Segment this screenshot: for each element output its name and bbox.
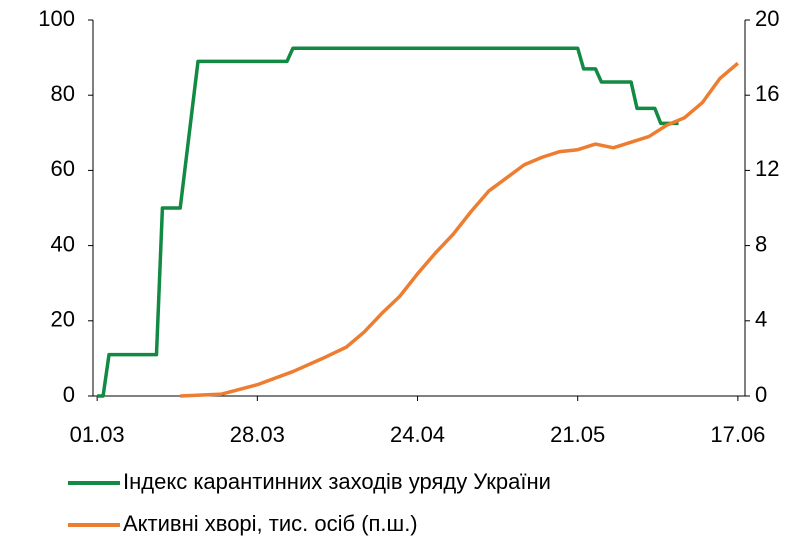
y2-tick-label: 0 bbox=[755, 382, 767, 407]
y2-tick-label: 8 bbox=[755, 231, 767, 256]
x-tick-label: 28.03 bbox=[230, 422, 285, 447]
y2-tick-label: 20 bbox=[755, 6, 779, 31]
y-tick-label: 60 bbox=[51, 156, 75, 181]
legend-label: Активні хворі, тис. осіб (п.ш.) bbox=[123, 511, 418, 536]
legend-label: Індекс карантинних заходів уряду України bbox=[123, 469, 551, 494]
y2-tick-label: 4 bbox=[755, 307, 767, 332]
y2-tick-label: 16 bbox=[755, 81, 779, 106]
line-series bbox=[180, 61, 740, 398]
y-tick-label: 100 bbox=[38, 6, 75, 31]
x-tick-label: 17.06 bbox=[710, 422, 765, 447]
y-tick-label: 20 bbox=[51, 307, 75, 332]
y-tick-label: 40 bbox=[51, 231, 75, 256]
y-tick-label: 80 bbox=[51, 81, 75, 106]
x-tick-label: 24.04 bbox=[390, 422, 445, 447]
line-series bbox=[97, 46, 679, 398]
y-tick-label: 0 bbox=[63, 382, 75, 407]
x-tick-label: 21.05 bbox=[550, 422, 605, 447]
y2-tick-label: 12 bbox=[755, 156, 779, 181]
x-tick-label: 01.03 bbox=[70, 422, 125, 447]
